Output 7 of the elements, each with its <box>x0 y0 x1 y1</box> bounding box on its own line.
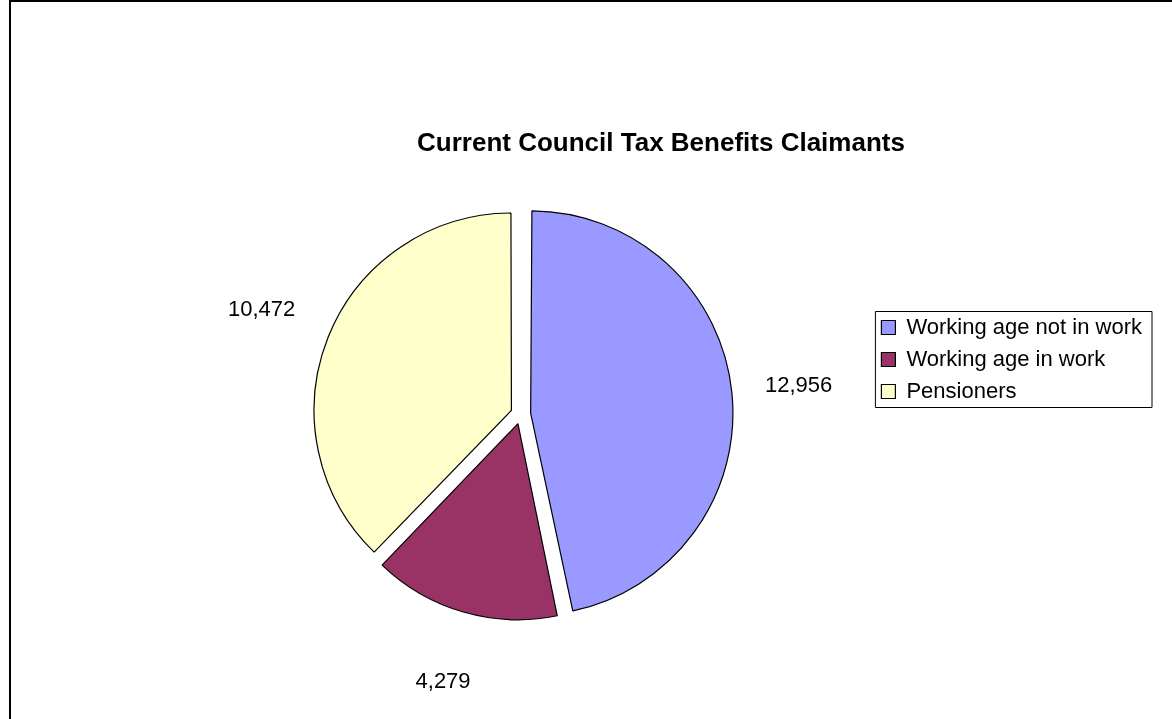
legend-label: Working age in work <box>906 345 1107 371</box>
data-label: 4,279 <box>415 668 471 694</box>
data-label: 12,956 <box>764 371 833 397</box>
legend-label: Pensioners <box>906 377 1017 403</box>
chart-title: Current Council Tax Benefits Claimants <box>417 126 905 157</box>
data-label: 10,472 <box>228 295 296 321</box>
legend-label: Working age not in work <box>906 313 1143 339</box>
